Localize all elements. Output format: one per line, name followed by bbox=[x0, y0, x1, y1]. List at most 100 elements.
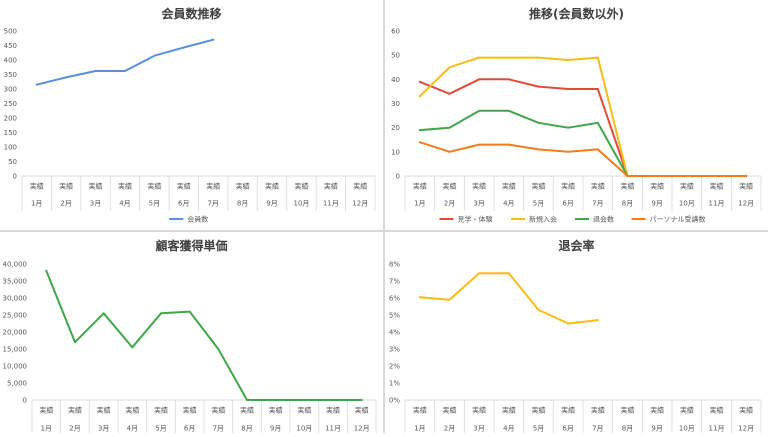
x-category-top-label: 実績 bbox=[240, 406, 254, 415]
x-category-top-label: 実績 bbox=[353, 182, 367, 191]
x-category-label: 8月 bbox=[237, 200, 248, 208]
y-tick-label: 5,000 bbox=[7, 380, 27, 388]
y-tick-label: 2% bbox=[389, 363, 400, 371]
x-category-label: 6月 bbox=[178, 200, 189, 208]
data-point-2 bbox=[596, 56, 599, 59]
x-category-label: 10月 bbox=[296, 425, 312, 433]
x-category-label: 2月 bbox=[444, 425, 455, 433]
data-point-2 bbox=[567, 59, 570, 61]
data-point-3 bbox=[537, 121, 540, 124]
data-point-2 bbox=[448, 66, 451, 69]
y-tick-label: 40,000 bbox=[3, 261, 28, 269]
data-point-1 bbox=[131, 346, 134, 349]
x-category-label: 7月 bbox=[592, 425, 603, 433]
x-category-label: 9月 bbox=[651, 200, 662, 208]
data-point-1 bbox=[124, 70, 126, 72]
data-point-1 bbox=[74, 341, 76, 344]
y-tick-label: 20 bbox=[391, 124, 400, 132]
x-category-top-label: 実績 bbox=[154, 406, 168, 415]
x-category-top-label: 実績 bbox=[561, 406, 575, 415]
data-point-1 bbox=[94, 70, 97, 72]
data-point-1 bbox=[507, 272, 510, 275]
x-category-top-label: 実績 bbox=[183, 406, 197, 415]
y-tick-label: 10,000 bbox=[3, 363, 28, 371]
x-category-top-label: 実績 bbox=[472, 406, 486, 415]
chart-title: 顧客獲得単価 bbox=[155, 238, 227, 253]
data-point-1 bbox=[182, 46, 185, 49]
series-line-1 bbox=[418, 272, 599, 325]
y-tick-label: 250 bbox=[4, 100, 17, 108]
y-tick-label: 4% bbox=[389, 329, 400, 337]
x-category-top-label: 実績 bbox=[236, 182, 250, 191]
x-category-label: 11月 bbox=[325, 425, 341, 433]
data-point-4 bbox=[626, 175, 629, 177]
y-tick-label: 8% bbox=[389, 261, 400, 269]
x-category-top-label: 実績 bbox=[177, 182, 191, 191]
y-tick-label: 30 bbox=[391, 100, 400, 108]
x-category-label: 12月 bbox=[354, 425, 370, 433]
x-category-label: 7月 bbox=[213, 425, 224, 433]
data-point-1 bbox=[332, 399, 334, 401]
x-category-top-label: 実績 bbox=[39, 406, 53, 415]
y-tick-label: 0% bbox=[389, 397, 400, 405]
x-category-label: 5月 bbox=[149, 200, 160, 208]
y-tick-label: 350 bbox=[4, 71, 17, 79]
data-point-1 bbox=[217, 348, 220, 350]
data-point-1 bbox=[360, 399, 363, 401]
y-tick-label: 0 bbox=[13, 173, 17, 181]
data-point-4 bbox=[418, 141, 421, 144]
data-point-1 bbox=[246, 399, 248, 401]
x-category-label: 3月 bbox=[473, 425, 484, 433]
y-tick-label: 50 bbox=[391, 52, 400, 60]
x-category-top-label: 実績 bbox=[413, 182, 427, 191]
data-point-4 bbox=[567, 150, 570, 153]
x-category-top-label: 実績 bbox=[621, 182, 635, 191]
chart-panel-acquisition: 顧客獲得単価 0 5,000 10,000 15,000 20,000 25,000 30,0… bbox=[0, 232, 383, 433]
y-tick-label: 10 bbox=[391, 148, 400, 156]
legend-label: 会員数 bbox=[187, 215, 208, 224]
chart-acquisition: 顧客獲得単価 0 5,000 10,000 15,000 20,000 25,000 30,0… bbox=[3, 238, 377, 433]
x-category-top-label: 実績 bbox=[97, 406, 111, 415]
data-point-1 bbox=[274, 399, 277, 401]
y-tick-label: 100 bbox=[4, 144, 17, 152]
x-category-label: 2月 bbox=[69, 425, 80, 433]
x-category-top-label: 実績 bbox=[118, 182, 132, 191]
chart-title: 推移(会員数以外) bbox=[529, 6, 624, 21]
x-category-top-label: 実績 bbox=[294, 182, 308, 191]
x-category-label: 10月 bbox=[679, 425, 695, 433]
data-point-1 bbox=[478, 78, 481, 81]
chart-panel-breakdown: 推移(会員数以外) 0 10 20 30 40 50 60 実績 1月 実績 2月 実績 3月 実績 4月 実績… bbox=[385, 0, 768, 230]
x-category-label: 12月 bbox=[738, 200, 754, 208]
legend-label: 見学・体験 bbox=[458, 215, 493, 224]
x-category-top-label: 実績 bbox=[147, 182, 161, 191]
data-point-4 bbox=[685, 175, 688, 177]
y-tick-label: 0 bbox=[396, 173, 400, 181]
data-point-1 bbox=[537, 85, 540, 88]
x-category-label: 4月 bbox=[119, 200, 130, 208]
chart-panel-members: 会員数推移 0 50 100 150 200 250 300 350 400 450 500 実績 1月 実… bbox=[0, 0, 383, 230]
data-point-1 bbox=[45, 269, 48, 272]
data-point-3 bbox=[418, 129, 421, 131]
x-category-label: 12月 bbox=[352, 200, 368, 208]
x-category-label: 2月 bbox=[60, 200, 71, 208]
x-category-top-label: 実績 bbox=[680, 182, 694, 191]
x-category-top-label: 実績 bbox=[591, 182, 605, 191]
data-point-1 bbox=[448, 92, 451, 95]
x-category-top-label: 実績 bbox=[739, 182, 753, 191]
y-tick-label: 3% bbox=[389, 346, 400, 354]
data-point-3 bbox=[567, 126, 570, 129]
x-category-label: 8月 bbox=[622, 200, 633, 208]
y-tick-label: 0 bbox=[23, 397, 27, 405]
data-point-1 bbox=[102, 312, 105, 315]
vertical-divider bbox=[383, 0, 385, 433]
data-point-4 bbox=[478, 143, 481, 146]
x-category-top-label: 実績 bbox=[532, 406, 546, 415]
x-category-label: 4月 bbox=[503, 425, 514, 433]
x-category-label: 7月 bbox=[592, 200, 603, 208]
chart-panel-churn: 退会率 0% 1% 2% 3% 4% 5% 6% 7% 8% 実績 1月 実績 2月 実績 3月 実績 4月 実績 5… bbox=[385, 232, 768, 433]
x-category-label: 9月 bbox=[266, 200, 277, 208]
data-point-4 bbox=[507, 143, 510, 146]
legend-label: パーソナル受講数 bbox=[650, 215, 706, 224]
x-category-top-label: 実績 bbox=[650, 182, 664, 191]
x-category-top-label: 実績 bbox=[532, 182, 546, 191]
